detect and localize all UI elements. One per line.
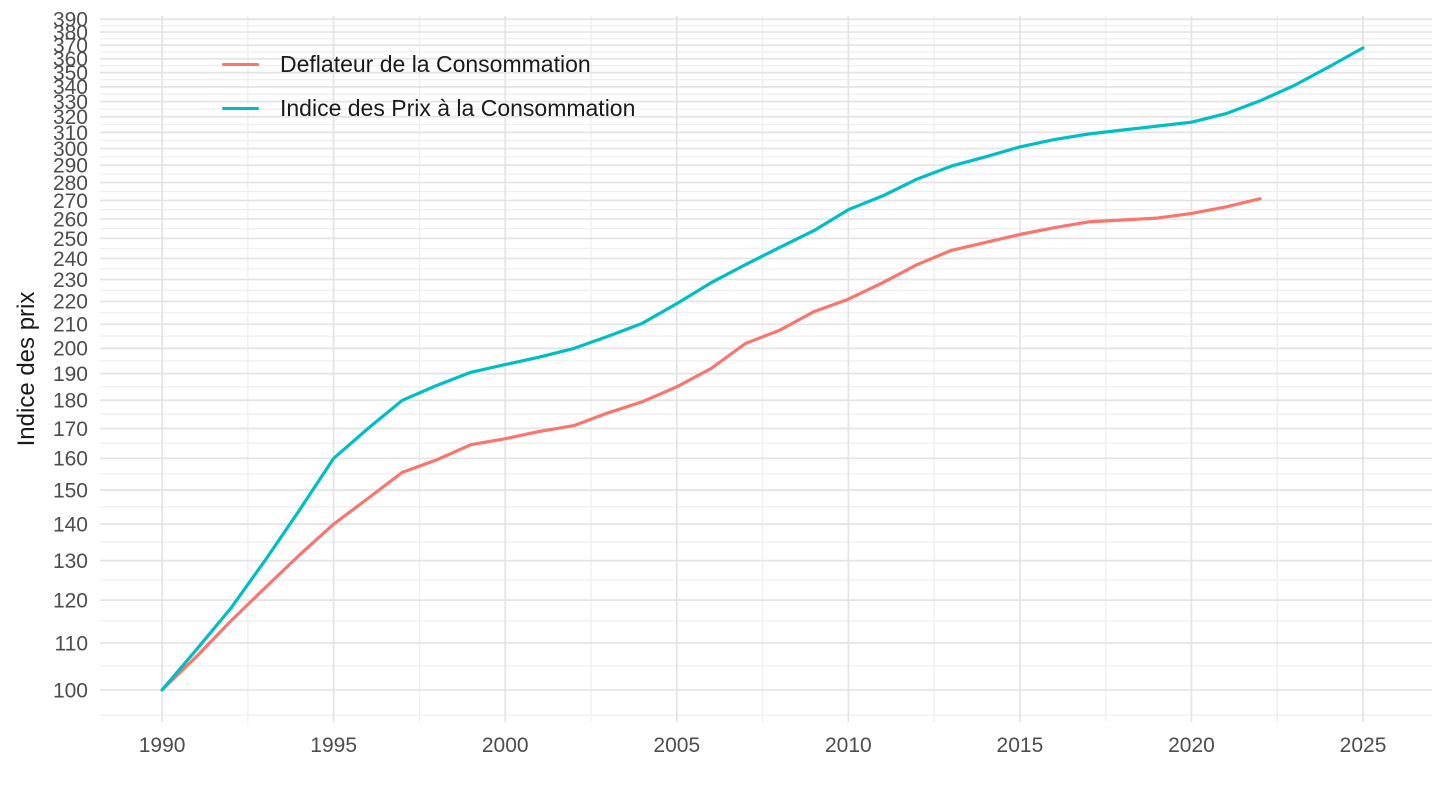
y-tick-label: 390 (53, 9, 88, 32)
y-tick-label: 380 (53, 21, 88, 44)
y-tick-label: 360 (53, 48, 88, 71)
y-tick-label: 120 (53, 589, 88, 612)
y-tick-label: 230 (53, 269, 88, 292)
legend-key-line-ipc (222, 106, 259, 111)
y-tick-label: 130 (53, 550, 88, 573)
y-tick-label: 220 (53, 291, 88, 314)
x-tick-label: 2010 (825, 734, 872, 757)
x-tick-label: 2005 (653, 734, 700, 757)
y-tick-label: 190 (53, 363, 88, 386)
y-tick-label: 160 (53, 448, 88, 471)
x-tick-label: 2000 (482, 734, 529, 757)
y-tick-label: 100 (53, 679, 88, 702)
y-tick-label: 300 (53, 138, 88, 161)
y-tick-label: 270 (53, 190, 88, 213)
legend-entry-ipc: Indice des Prix à la Consommation (222, 95, 635, 122)
series-line-0 (160, 197, 1262, 692)
y-tick-label: 350 (53, 62, 88, 85)
x-tick-label: 1990 (139, 734, 186, 757)
y-tick-label: 370 (53, 35, 88, 58)
legend-key-line-deflateur (222, 62, 259, 67)
y-tick-label: 290 (53, 155, 88, 178)
y-tick-label: 320 (53, 106, 88, 129)
y-axis-title: Indice des prix (13, 291, 40, 447)
y-tick-label: 150 (53, 479, 88, 502)
y-tick-label: 330 (53, 91, 88, 114)
x-tick-label: 2015 (997, 734, 1044, 757)
y-tick-label: 110 (55, 632, 88, 655)
x-tick-label: 1995 (310, 734, 357, 757)
y-tick-label: 210 (53, 314, 88, 337)
y-tick-label: 170 (53, 418, 88, 441)
legend-label-ipc: Indice des Prix à la Consommation (280, 95, 636, 121)
y-tick-label: 140 (53, 513, 88, 536)
x-tick-label: 2020 (1168, 734, 1215, 757)
y-tick-label: 250 (53, 228, 88, 251)
y-tick-label: 310 (53, 122, 88, 145)
x-tick-label: 2025 (1340, 734, 1387, 757)
y-tick-label: 280 (53, 172, 88, 195)
y-tick-label: 180 (53, 390, 88, 413)
legend-entry-deflateur: Deflateur de la Consommation (222, 51, 591, 78)
y-tick-label: 260 (53, 208, 88, 231)
y-tick-label: 200 (53, 338, 88, 361)
y-tick-label: 340 (53, 76, 88, 99)
y-tick-label: 240 (53, 248, 88, 271)
series-line-1 (160, 46, 1365, 692)
legend-label-deflateur: Deflateur de la Consommation (280, 51, 591, 77)
